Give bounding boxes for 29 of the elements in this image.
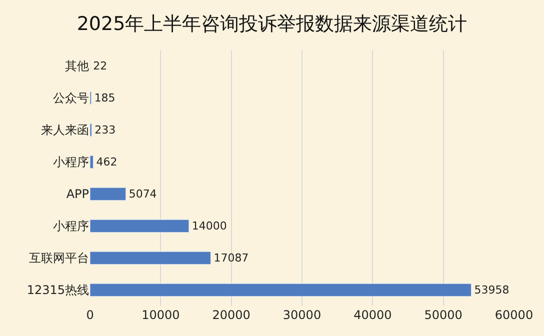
- bar: [90, 219, 190, 233]
- y-tick-label: 其他: [65, 59, 89, 74]
- y-tick-label: APP: [66, 187, 89, 202]
- data-label: 53958: [474, 284, 510, 297]
- data-label: 185: [94, 92, 116, 105]
- bar: [90, 155, 94, 169]
- data-label: 22: [93, 60, 108, 73]
- bar: [90, 283, 472, 297]
- x-tick-label: 0: [86, 308, 94, 322]
- y-tick-label: 来人来函: [41, 123, 89, 138]
- x-tick-label: 40000: [354, 308, 392, 322]
- data-label: 233: [94, 124, 116, 137]
- bar: [90, 251, 211, 265]
- data-label: 5074: [128, 188, 157, 201]
- data-label: 17087: [214, 252, 249, 265]
- x-tick-label: 60000: [494, 308, 534, 322]
- y-tick-label: 小程序: [53, 219, 89, 234]
- x-tick-label: 50000: [424, 308, 462, 322]
- x-tick-label: 20000: [212, 308, 250, 322]
- y-tick-label: 小程序: [53, 155, 89, 170]
- chart-title: 2025年上半年咨询投诉举报数据来源渠道统计: [76, 13, 468, 36]
- data-label: 462: [96, 156, 118, 169]
- y-tick-label: 互联网平台: [29, 251, 89, 266]
- y-tick-label: 12315热线: [26, 283, 89, 298]
- bar: [90, 187, 126, 201]
- data-label: 14000: [192, 220, 227, 233]
- x-tick-label: 10000: [142, 308, 180, 322]
- y-tick-label: 公众号: [53, 91, 89, 106]
- x-tick-label: 30000: [282, 308, 322, 322]
